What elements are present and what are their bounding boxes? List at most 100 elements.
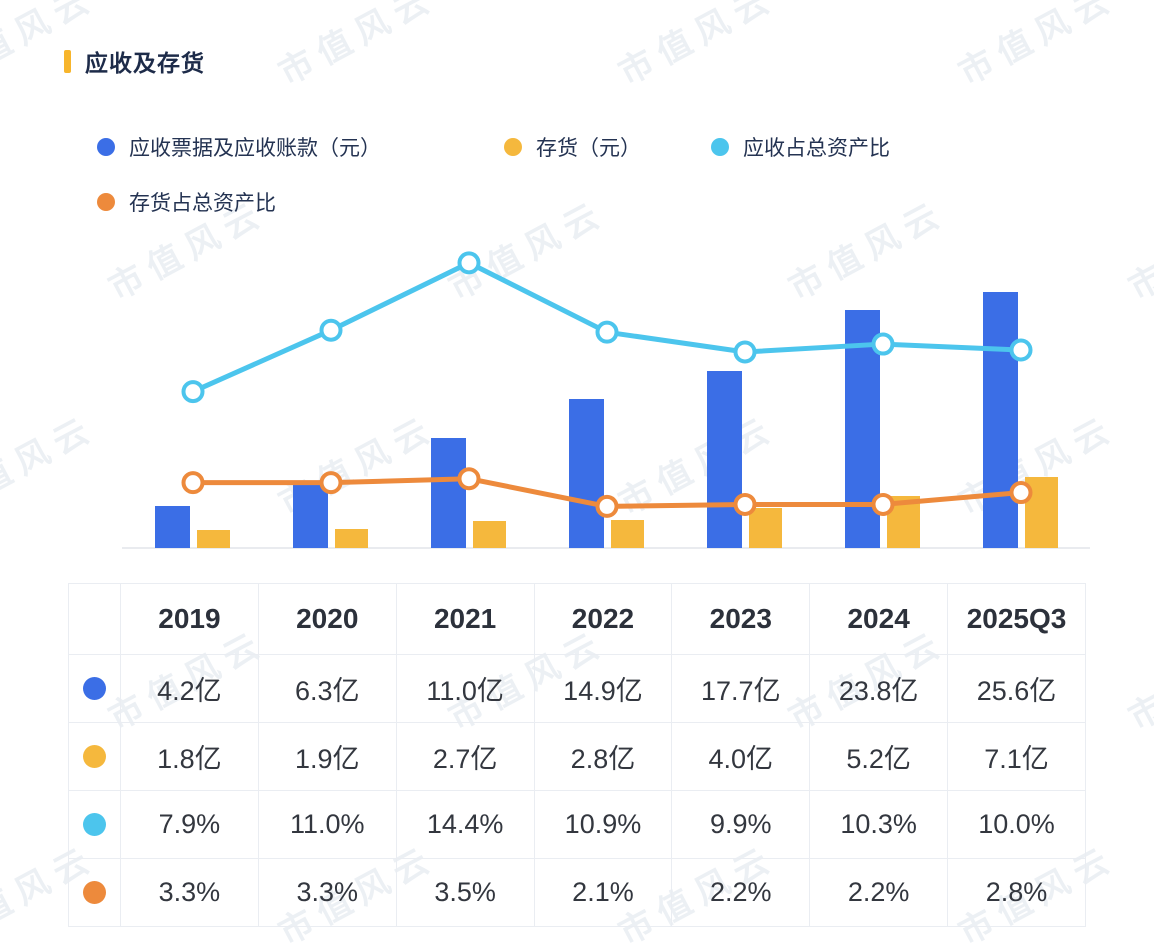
- marker-inventory-ratio-2023: [733, 492, 757, 516]
- watermark-text: 市值风云: [612, 408, 783, 523]
- legend-item-inventory: 存货（元）: [504, 132, 641, 162]
- bar-inventory-2025Q3: [1025, 477, 1058, 548]
- table-header-row: 2019 2020 2021 2022 2023 2024 2025Q3: [68, 583, 1086, 655]
- table-cell: 14.9亿: [533, 654, 673, 723]
- table-cell: 2.1%: [533, 858, 673, 927]
- legend-item-receivables-dot-icon: [97, 138, 115, 156]
- table-header-cell: 2024: [809, 583, 949, 655]
- table-corner-cell: [68, 583, 121, 655]
- watermark-text: 市值风云: [1122, 623, 1154, 738]
- table-header-cell: 2023: [671, 583, 811, 655]
- watermark-text: 市值风云: [0, 408, 103, 523]
- table-cell: 10.9%: [533, 790, 673, 859]
- bar-inventory-2022: [611, 520, 644, 548]
- series-dot-cell: [68, 654, 121, 723]
- series-dot-icon: [83, 677, 106, 700]
- table-cell: 14.4%: [395, 790, 535, 859]
- table-cell: 23.8亿: [809, 654, 949, 723]
- series-dot-cell: [68, 790, 121, 859]
- table-cell: 1.8亿: [120, 722, 259, 791]
- bar-inventory-2019: [197, 530, 230, 548]
- table-cell: 4.0亿: [671, 722, 811, 791]
- table-cell: 2.8%: [947, 858, 1086, 927]
- legend-item-receivables-ratio: 应收占总资产比: [711, 132, 890, 162]
- table-header-cell: 2025Q3: [947, 583, 1086, 655]
- watermark-text: 市值风云: [1122, 193, 1154, 308]
- table-cell: 4.2亿: [120, 654, 259, 723]
- watermark-text: 市值风云: [442, 193, 613, 308]
- table-header-cell: 2019: [120, 583, 259, 655]
- legend-item-label: 应收票据及应收账款（元）: [129, 137, 381, 160]
- section-title-row: 应收及存货: [64, 44, 205, 78]
- marker-receivables-ratio-2023: [733, 340, 757, 364]
- data-table: 2019 2020 2021 2022 2023 2024 2025Q3 4.2亿 6.3亿 11…: [68, 583, 1086, 927]
- bar-receivables-2025Q3: [983, 292, 1018, 548]
- bar-receivables-2024: [845, 310, 880, 548]
- marker-inventory-ratio-2025Q3: [1009, 481, 1033, 505]
- table-cell: 1.9亿: [257, 722, 397, 791]
- table-cell: 5.2亿: [809, 722, 949, 791]
- marker-receivables-ratio-2024: [871, 332, 895, 356]
- line-inventory-ratio: [190, 476, 1024, 509]
- legend-item-label: 存货（元）: [536, 137, 641, 160]
- table-cell: 7.1亿: [947, 722, 1086, 791]
- table-cell: 6.3亿: [257, 654, 397, 723]
- watermark-text: 市值风云: [952, 0, 1123, 93]
- watermark-text: 市值风云: [952, 408, 1123, 523]
- legend-item-label: 存货占总资产比: [129, 192, 276, 215]
- legend-item-label: 应收占总资产比: [743, 137, 890, 160]
- bar-receivables-2019: [155, 506, 190, 548]
- bar-receivables-2021: [431, 438, 466, 548]
- bar-inventory-2023: [749, 508, 782, 548]
- table-cell: 25.6亿: [947, 654, 1086, 723]
- watermark-text: 市值风云: [272, 408, 443, 523]
- table-cell: 3.3%: [257, 858, 397, 927]
- marker-inventory-ratio-2024: [871, 492, 895, 516]
- legend-item-receivables-ratio-dot-icon: [711, 138, 729, 156]
- table-cell: 9.9%: [671, 790, 811, 859]
- marker-receivables-ratio-2019: [181, 380, 205, 404]
- table-cell: 11.0%: [257, 790, 397, 859]
- marker-receivables-ratio-2020: [319, 318, 343, 342]
- table-cell: 2.8亿: [533, 722, 673, 791]
- bar-receivables-2023: [707, 371, 742, 548]
- bar-receivables-2022: [569, 399, 604, 548]
- table-row-inventory-ratio: 3.3% 3.3% 3.5% 2.1% 2.2% 2.2% 2.8%: [68, 858, 1086, 927]
- table-header-cell: 2020: [257, 583, 397, 655]
- series-dot-cell: [68, 722, 121, 791]
- bar-inventory-2021: [473, 521, 506, 548]
- table-cell: 2.2%: [809, 858, 949, 927]
- table-row-receivables: 4.2亿 6.3亿 11.0亿 14.9亿 17.7亿 23.8亿 25.6亿: [68, 654, 1086, 723]
- bar-receivables-2020: [293, 485, 328, 548]
- watermark-text: 市值风云: [612, 0, 783, 93]
- section-title: 应收及存货: [85, 50, 205, 76]
- table-cell: 2.7亿: [395, 722, 535, 791]
- table-cell: 10.3%: [809, 790, 949, 859]
- title-accent-bar: [64, 49, 71, 73]
- marker-inventory-ratio-2019: [181, 471, 205, 495]
- combo-chart: [122, 251, 1090, 549]
- series-dot-icon: [83, 813, 106, 836]
- marker-inventory-ratio-2022: [595, 494, 619, 518]
- table-cell: 3.3%: [120, 858, 259, 927]
- watermark-text: 市值风云: [272, 0, 443, 93]
- line-receivables-ratio: [190, 260, 1024, 395]
- watermark-text: 市值风云: [782, 193, 953, 308]
- table-cell: 2.2%: [671, 858, 811, 927]
- table-row-inventory: 1.8亿 1.9亿 2.7亿 2.8亿 4.0亿 5.2亿 7.1亿: [68, 722, 1086, 791]
- table-cell: 3.5%: [395, 858, 535, 927]
- bar-inventory-2020: [335, 529, 368, 548]
- marker-inventory-ratio-2021: [457, 467, 481, 491]
- legend-item-inventory-ratio-dot-icon: [97, 193, 115, 211]
- marker-inventory-ratio-2020: [319, 471, 343, 495]
- table-cell: 10.0%: [947, 790, 1086, 859]
- table-cell: 17.7亿: [671, 654, 811, 723]
- legend-item-inventory-dot-icon: [504, 138, 522, 156]
- table-cell: 7.9%: [120, 790, 259, 859]
- marker-receivables-ratio-2021: [457, 251, 481, 275]
- table-cell: 11.0亿: [395, 654, 535, 723]
- marker-receivables-ratio-2022: [595, 320, 619, 344]
- series-dot-cell: [68, 858, 121, 927]
- legend-item-inventory-ratio: 存货占总资产比: [97, 187, 276, 217]
- series-dot-icon: [83, 881, 106, 904]
